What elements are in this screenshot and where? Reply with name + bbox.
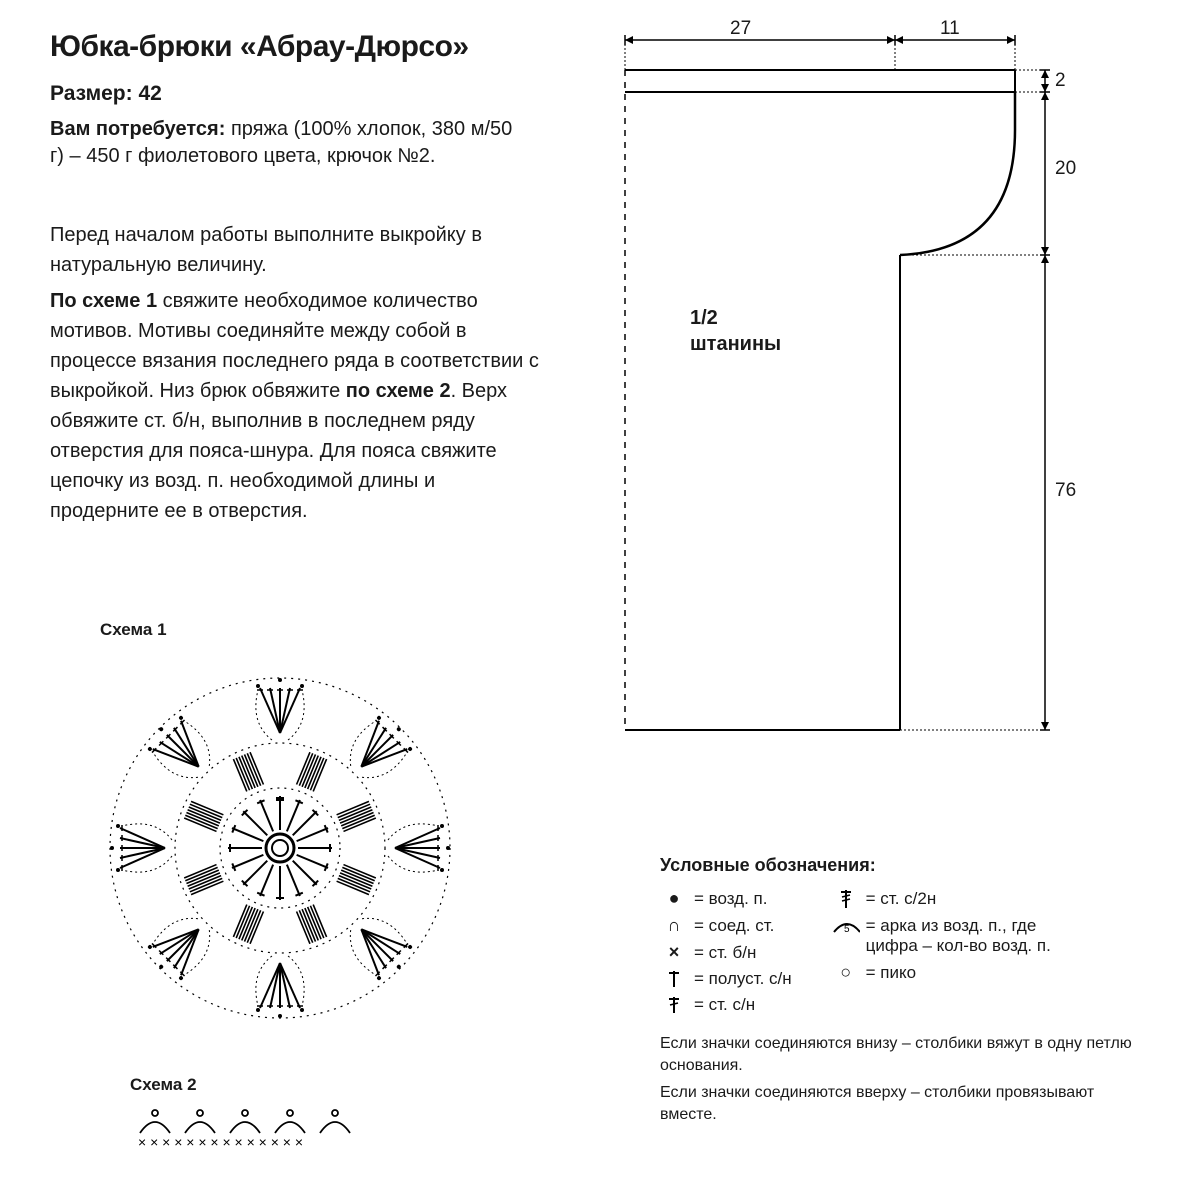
- schema2-label: Схема 2: [130, 1075, 360, 1095]
- materials: Вам потребуется: пряжа (100% хлопок, 380…: [50, 116, 520, 170]
- legend-left-col: ●= возд. п. ∩= соед. ст. ×= ст. б/н = по…: [660, 888, 792, 1015]
- schema1-label: Схема 1: [100, 620, 470, 640]
- dim-27: 27: [730, 18, 751, 40]
- schema2-diagram: × × × × × × × × × × × × × ×: [130, 1103, 360, 1153]
- pant-half-label: 1/2 штанины: [690, 305, 781, 357]
- dim-2: 2: [1055, 70, 1066, 92]
- svg-text:× × × × × × × × × × × × × ×: × × × × × × × × × × × × × ×: [138, 1134, 303, 1150]
- schema1: Схема 1: [90, 620, 470, 1053]
- schema1-diagram: [90, 648, 470, 1048]
- materials-label: Вам потребуется:: [50, 118, 225, 140]
- schema2: Схема 2 × × × × × × × × × × × × × ×: [130, 1075, 360, 1158]
- dim-20: 20: [1055, 158, 1076, 180]
- legend-note-1: Если значки соединяются внизу – столбики…: [660, 1033, 1140, 1076]
- legend: Условные обозначения: ●= возд. п. ∩= сое…: [660, 855, 1140, 1125]
- dim-76: 76: [1055, 480, 1076, 502]
- svg-text:5: 5: [844, 924, 850, 935]
- instructions-p2: По схеме 1 свяжите необходимое количеств…: [50, 286, 540, 526]
- legend-title: Условные обозначения:: [660, 855, 1140, 876]
- legend-note-2: Если значки соединяются вверху – столбик…: [660, 1082, 1140, 1125]
- instructions-p1: Перед началом работы выполните выкройку …: [50, 220, 540, 280]
- pattern-schematic: 27 11 2 20 76 1/2 штанины: [615, 30, 1095, 755]
- legend-right-col: = ст. с/2н 5= арка из возд. п., где цифр…: [832, 888, 1066, 1015]
- instructions: Перед началом работы выполните выкройку …: [50, 220, 540, 526]
- dim-11: 11: [940, 18, 960, 40]
